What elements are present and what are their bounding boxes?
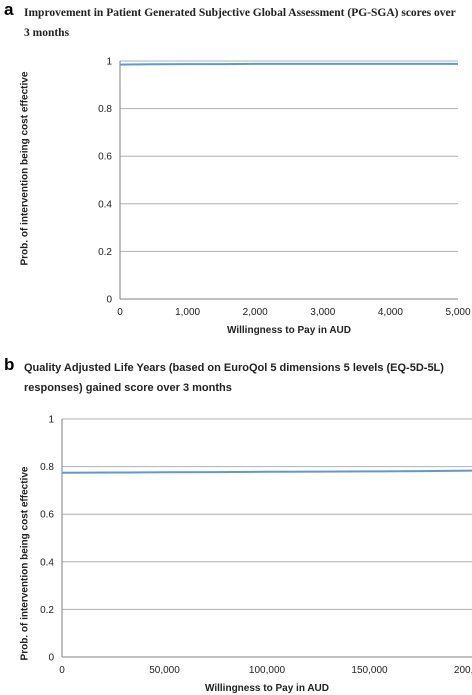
chart-title-a: Improvement in Patient Generated Subject…: [24, 7, 456, 39]
series-line-b: [61, 469, 472, 474]
x-tick-label-b: 100,000: [249, 665, 286, 676]
chart-panel-b: b Quality Adjusted Life Years (based on …: [0, 352, 472, 695]
x-tick-label-b: 50,000: [149, 665, 180, 676]
y-tick-label-b: 0.6: [40, 510, 54, 521]
y-tick-label-b: 1: [48, 415, 54, 426]
chart-panel-a: a Improvement in Patient Generated Subje…: [0, 0, 472, 340]
y-tick-label-a: 0.8: [98, 104, 112, 115]
x-tick-label-a: 3,000: [310, 307, 335, 318]
x-tick-label-b: 150,000: [351, 665, 388, 676]
chart-title-b: Quality Adjusted Life Years (based on Eu…: [24, 362, 444, 394]
panel-letter-b: b: [4, 355, 15, 374]
x-axis-label-b: Willingness to Pay in AUD: [205, 683, 329, 694]
y-tick-label-a: 0.6: [98, 152, 112, 163]
panel-letter-a: a: [4, 0, 14, 19]
x-tick-label-a: 2,000: [243, 307, 268, 318]
x-tick-label-a: 4,000: [378, 307, 403, 318]
y-tick-label-b: 0.4: [40, 557, 54, 568]
y-tick-label-a: 0.2: [98, 247, 112, 258]
x-tick-label-a: 1,000: [175, 307, 200, 318]
x-tick-label-b: 200,000: [454, 665, 472, 676]
y-tick-label-a: 1: [106, 57, 112, 68]
x-tick-label-a: 0: [117, 307, 123, 318]
x-tick-label-a: 5,000: [445, 307, 470, 318]
y-tick-label-b: 0.2: [40, 605, 54, 616]
y-tick-label-b: 0: [48, 653, 54, 664]
x-tick-label-b: 0: [59, 665, 65, 676]
series-line-a: [119, 62, 458, 66]
chart-plot-a: 0 0.2 0.4 0.6 0.8 1 0 1,000 2,000 3,000 4,000 5,000: [98, 57, 471, 319]
chart-plot-b: 0 0.2 0.4 0.6 0.8 1 0 50,000 100,000 150,000 200,0…: [40, 415, 472, 676]
x-axis-label-a: Willingness to Pay in AUD: [227, 325, 351, 336]
y-tick-label-a: 0.4: [98, 199, 112, 210]
y-tick-label-b: 0.8: [40, 462, 54, 473]
y-tick-label-a: 0: [106, 295, 112, 306]
